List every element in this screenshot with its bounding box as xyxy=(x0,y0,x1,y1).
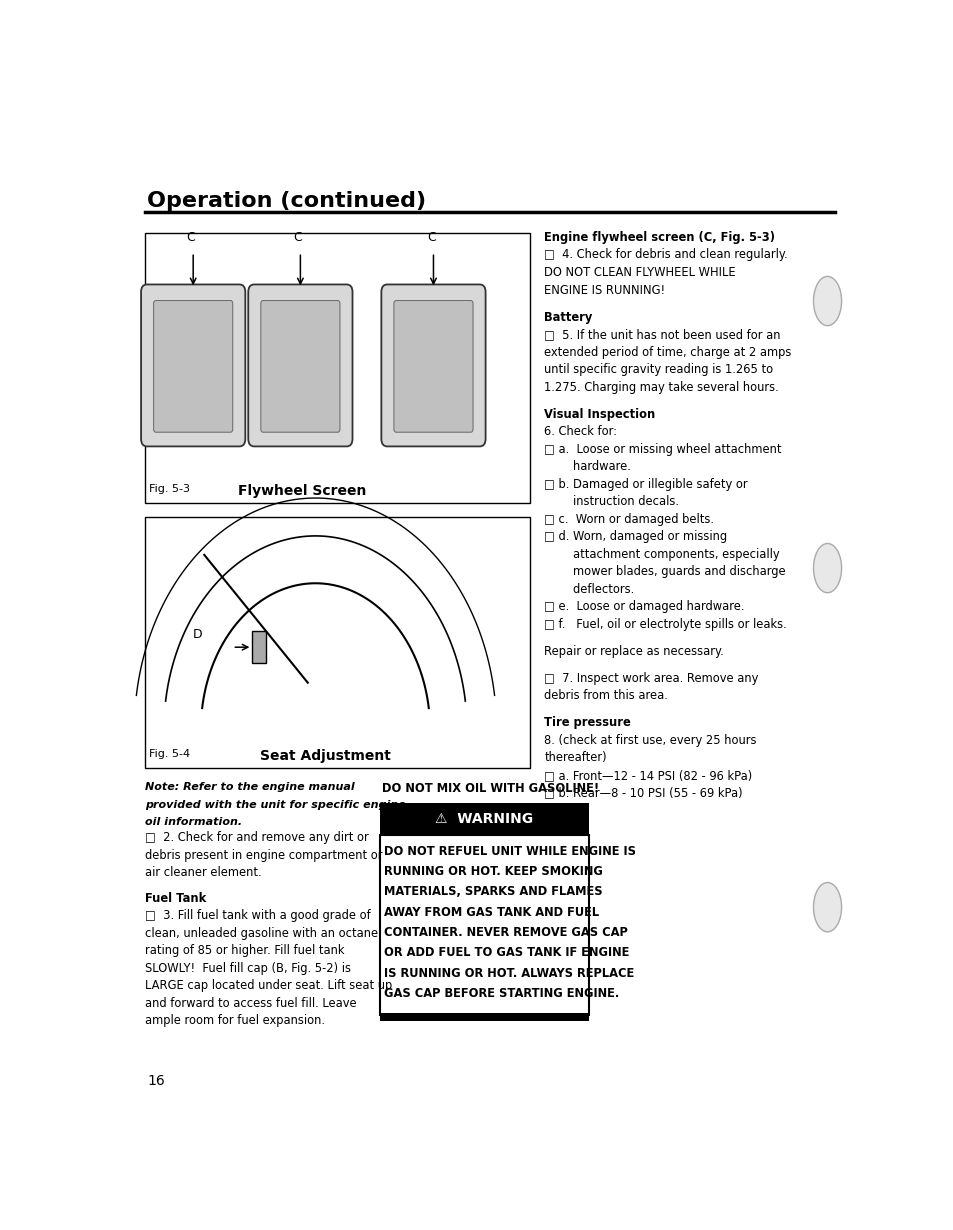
Text: C: C xyxy=(294,231,302,245)
FancyBboxPatch shape xyxy=(381,284,485,446)
Text: CONTAINER. NEVER REMOVE GAS CAP: CONTAINER. NEVER REMOVE GAS CAP xyxy=(383,926,627,940)
Text: Fuel Tank: Fuel Tank xyxy=(145,892,206,904)
Text: □ b. Damaged or illegible safety or: □ b. Damaged or illegible safety or xyxy=(544,477,747,491)
Text: □  3. Fill fuel tank with a good grade of: □ 3. Fill fuel tank with a good grade of xyxy=(145,909,371,922)
Text: Flywheel Screen: Flywheel Screen xyxy=(237,483,366,498)
FancyBboxPatch shape xyxy=(248,284,353,446)
Text: □ d. Worn, damaged or missing: □ d. Worn, damaged or missing xyxy=(544,530,727,544)
Text: D: D xyxy=(193,629,203,641)
Text: rating of 85 or higher. Fill fuel tank: rating of 85 or higher. Fill fuel tank xyxy=(145,945,344,957)
Text: □ c.  Worn or damaged belts.: □ c. Worn or damaged belts. xyxy=(544,513,714,525)
FancyBboxPatch shape xyxy=(379,1014,588,1021)
Text: extended period of time, charge at 2 amps: extended period of time, charge at 2 amp… xyxy=(544,346,791,358)
Text: 8. (check at first use, every 25 hours: 8. (check at first use, every 25 hours xyxy=(544,734,756,747)
Ellipse shape xyxy=(813,544,841,593)
FancyBboxPatch shape xyxy=(394,300,473,432)
Text: □ e.  Loose or damaged hardware.: □ e. Loose or damaged hardware. xyxy=(544,600,744,614)
Text: □  4. Check for debris and clean regularly.: □ 4. Check for debris and clean regularl… xyxy=(544,248,787,262)
Text: hardware.: hardware. xyxy=(544,460,631,474)
Text: Note: Refer to the engine manual: Note: Refer to the engine manual xyxy=(145,782,355,792)
Text: MATERIALS, SPARKS AND FLAMES: MATERIALS, SPARKS AND FLAMES xyxy=(383,886,602,898)
Text: air cleaner element.: air cleaner element. xyxy=(145,866,261,879)
Ellipse shape xyxy=(813,883,841,932)
FancyBboxPatch shape xyxy=(145,517,529,768)
Text: instruction decals.: instruction decals. xyxy=(544,496,679,508)
Text: RUNNING OR HOT. KEEP SMOKING: RUNNING OR HOT. KEEP SMOKING xyxy=(383,865,602,878)
Text: OR ADD FUEL TO GAS TANK IF ENGINE: OR ADD FUEL TO GAS TANK IF ENGINE xyxy=(383,946,629,959)
FancyBboxPatch shape xyxy=(252,631,265,663)
Text: SLOWLY!  Fuel fill cap (B, Fig. 5-2) is: SLOWLY! Fuel fill cap (B, Fig. 5-2) is xyxy=(145,962,351,974)
FancyBboxPatch shape xyxy=(260,300,339,432)
Text: □ a.  Loose or missing wheel attachment: □ a. Loose or missing wheel attachment xyxy=(544,443,781,455)
Text: 6. Check for:: 6. Check for: xyxy=(544,426,617,438)
Text: Fig. 5-4: Fig. 5-4 xyxy=(149,749,190,759)
Text: debris from this area.: debris from this area. xyxy=(544,689,667,702)
Text: □  7. Inspect work area. Remove any: □ 7. Inspect work area. Remove any xyxy=(544,672,758,685)
Text: DO NOT MIX OIL WITH GASOLINE!: DO NOT MIX OIL WITH GASOLINE! xyxy=(381,782,598,795)
Text: IS RUNNING OR HOT. ALWAYS REPLACE: IS RUNNING OR HOT. ALWAYS REPLACE xyxy=(383,967,634,980)
FancyBboxPatch shape xyxy=(153,300,233,432)
Text: □ f.   Fuel, oil or electrolyte spills or leaks.: □ f. Fuel, oil or electrolyte spills or … xyxy=(544,617,786,631)
Text: Tire pressure: Tire pressure xyxy=(544,716,631,729)
Text: Fig. 5-3: Fig. 5-3 xyxy=(149,483,190,493)
Text: oil information.: oil information. xyxy=(145,817,242,828)
Text: provided with the unit for specific engine: provided with the unit for specific engi… xyxy=(145,800,405,809)
Text: 16: 16 xyxy=(147,1074,165,1087)
Text: DO NOT CLEAN FLYWHEEL WHILE: DO NOT CLEAN FLYWHEEL WHILE xyxy=(544,266,735,279)
Text: □ b. Rear—8 - 10 PSI (55 - 69 kPa): □ b. Rear—8 - 10 PSI (55 - 69 kPa) xyxy=(544,786,742,800)
Text: attachment components, especially: attachment components, especially xyxy=(544,547,780,561)
Text: debris present in engine compartment or: debris present in engine compartment or xyxy=(145,849,382,862)
Text: □  2. Check for and remove any dirt or: □ 2. Check for and remove any dirt or xyxy=(145,831,369,845)
Text: ample room for fuel expansion.: ample room for fuel expansion. xyxy=(145,1015,325,1027)
Text: Repair or replace as necessary.: Repair or replace as necessary. xyxy=(544,645,723,658)
FancyBboxPatch shape xyxy=(379,835,588,1015)
Text: AWAY FROM GAS TANK AND FUEL: AWAY FROM GAS TANK AND FUEL xyxy=(383,905,598,919)
Ellipse shape xyxy=(813,277,841,326)
Text: Engine flywheel screen (C, Fig. 5-3): Engine flywheel screen (C, Fig. 5-3) xyxy=(544,231,775,244)
Text: Operation (continued): Operation (continued) xyxy=(147,191,426,212)
FancyBboxPatch shape xyxy=(379,803,588,835)
Text: and forward to access fuel fill. Leave: and forward to access fuel fill. Leave xyxy=(145,996,356,1010)
Text: ENGINE IS RUNNING!: ENGINE IS RUNNING! xyxy=(544,283,665,296)
Text: LARGE cap located under seat. Lift seat up: LARGE cap located under seat. Lift seat … xyxy=(145,979,392,993)
FancyBboxPatch shape xyxy=(141,284,245,446)
Text: ⚠  WARNING: ⚠ WARNING xyxy=(435,812,533,827)
Text: □ a. Front—12 - 14 PSI (82 - 96 kPa): □ a. Front—12 - 14 PSI (82 - 96 kPa) xyxy=(544,769,752,782)
Text: thereafter): thereafter) xyxy=(544,752,606,764)
Text: 1.275. Charging may take several hours.: 1.275. Charging may take several hours. xyxy=(544,380,779,394)
Text: GAS CAP BEFORE STARTING ENGINE.: GAS CAP BEFORE STARTING ENGINE. xyxy=(383,988,618,1000)
Text: Seat Adjustment: Seat Adjustment xyxy=(259,749,390,763)
Text: □  5. If the unit has not been used for an: □ 5. If the unit has not been used for a… xyxy=(544,328,781,341)
Text: Battery: Battery xyxy=(544,310,592,323)
FancyBboxPatch shape xyxy=(145,232,529,503)
Text: deflectors.: deflectors. xyxy=(544,583,634,595)
Text: mower blades, guards and discharge: mower blades, guards and discharge xyxy=(544,566,785,578)
Text: DO NOT REFUEL UNIT WHILE ENGINE IS: DO NOT REFUEL UNIT WHILE ENGINE IS xyxy=(383,845,636,857)
Text: C: C xyxy=(426,231,436,245)
Text: clean, unleaded gasoline with an octane: clean, unleaded gasoline with an octane xyxy=(145,926,377,940)
Text: C: C xyxy=(187,231,195,245)
Text: Visual Inspection: Visual Inspection xyxy=(544,407,655,421)
Text: until specific gravity reading is 1.265 to: until specific gravity reading is 1.265 … xyxy=(544,363,773,376)
